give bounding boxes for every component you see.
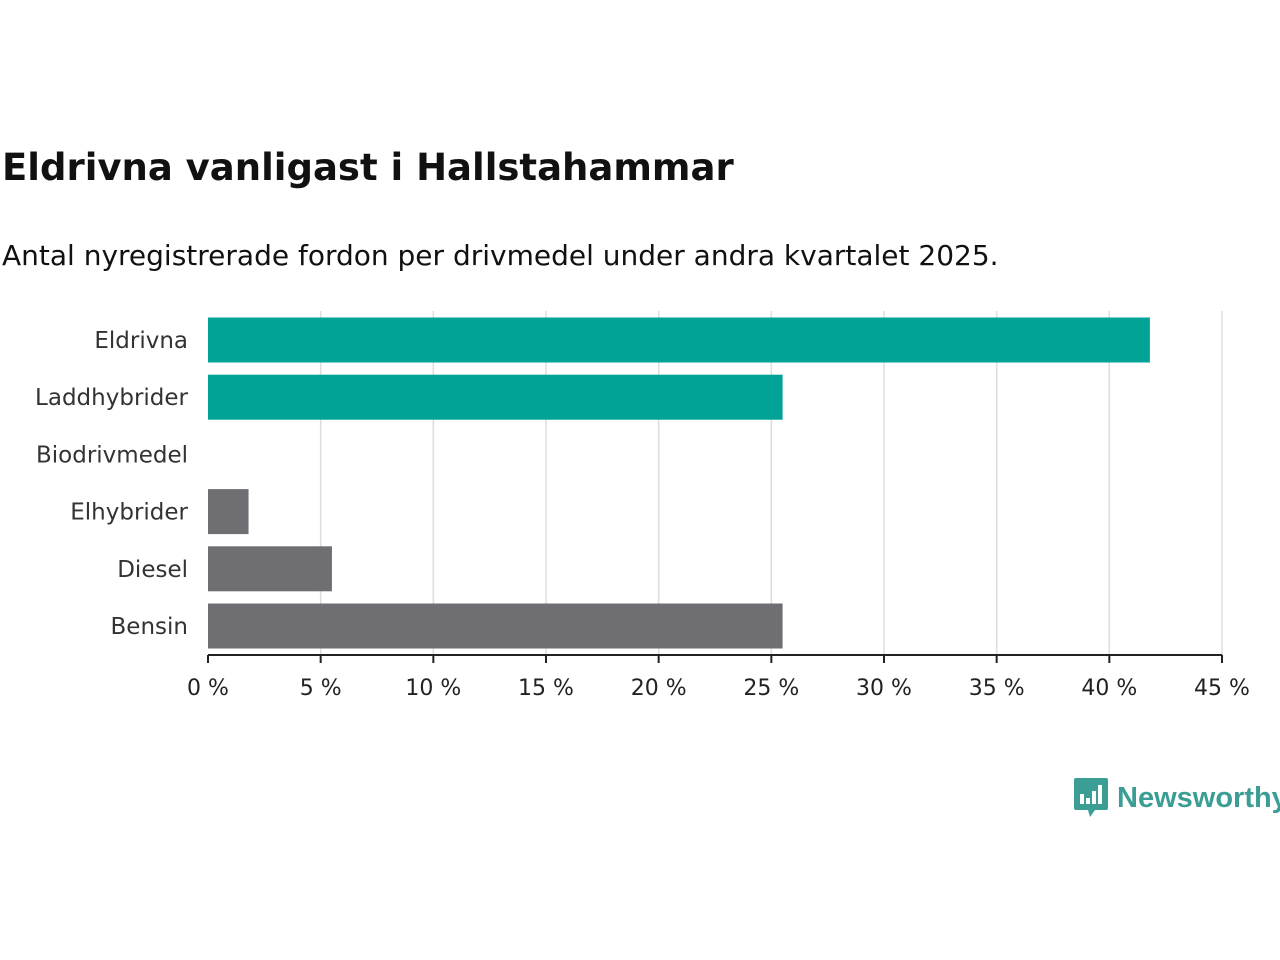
newsworthy-logo-icon <box>1074 778 1108 817</box>
x-tick-label: 5 % <box>300 676 342 701</box>
chart-subtitle: Antal nyregistrerade fordon per drivmede… <box>2 239 999 272</box>
gridlines <box>319 311 1223 655</box>
x-axis: 0 % 5 % 10 % 15 % 20 % 25 % 30 % 35 % 40 % 45 % <box>187 654 1250 701</box>
bar-elhybrider <box>208 489 249 535</box>
category-label: Laddhybrider <box>35 385 188 411</box>
x-tick-label: 35 % <box>969 676 1025 701</box>
x-tick-label: 30 % <box>856 676 912 701</box>
category-label: Elhybrider <box>70 500 188 526</box>
bar-diesel <box>208 546 332 592</box>
bars <box>208 317 1150 649</box>
x-tick-label: 0 % <box>187 676 229 701</box>
x-tick-label: 20 % <box>631 676 687 701</box>
newsworthy-logo: Newsworthy <box>1073 776 1280 820</box>
chart-title: Eldrivna vanligast i Hallstahammar <box>2 146 734 189</box>
category-label: Diesel <box>117 557 188 583</box>
category-label: Bensin <box>111 614 188 640</box>
brand-name: Newsworthy <box>1117 781 1280 814</box>
bar-chart: Eldrivna Laddhybrider Biodrivmedel Elhybrid… <box>35 311 1250 701</box>
category-label: Eldrivna <box>94 328 188 354</box>
x-tick-label: 45 % <box>1194 676 1250 701</box>
x-tick-label: 40 % <box>1081 676 1137 701</box>
x-tick-label: 15 % <box>518 676 574 701</box>
x-tick-label: 25 % <box>743 676 799 701</box>
category-label: Biodrivmedel <box>36 442 188 468</box>
category-labels: Eldrivna Laddhybrider Biodrivmedel Elhybrid… <box>35 328 188 640</box>
bar-bensin <box>208 603 783 649</box>
x-tick-label: 10 % <box>405 676 461 701</box>
bar-eldrivna <box>208 317 1150 363</box>
bar-laddhybrider <box>208 374 783 420</box>
